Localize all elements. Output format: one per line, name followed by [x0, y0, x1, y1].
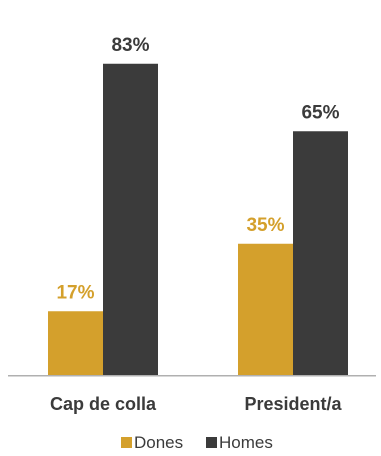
data-label-homes-1: 65%: [301, 102, 339, 123]
category-labels-group: Cap de colla President/a: [50, 394, 343, 414]
legend-swatch-homes: [206, 437, 217, 448]
data-label-homes-0: 83%: [111, 35, 149, 56]
legend-label-homes: Homes: [219, 433, 273, 452]
legend-label-dones: Dones: [134, 433, 183, 452]
category-label-1: President/a: [244, 394, 342, 414]
bar-homes-1: [293, 131, 348, 375]
data-label-dones-0: 17%: [56, 282, 94, 303]
bar-dones-0: [48, 311, 103, 375]
category-label-0: Cap de colla: [50, 394, 157, 414]
data-label-dones-1: 35%: [246, 215, 284, 236]
bar-dones-1: [238, 243, 293, 375]
legend: Dones Homes: [121, 433, 273, 452]
bars-group: [48, 63, 348, 375]
bar-homes-0: [103, 63, 158, 375]
value-labels-group: 17% 83% 35% 65%: [56, 35, 339, 304]
legend-swatch-dones: [121, 437, 132, 448]
